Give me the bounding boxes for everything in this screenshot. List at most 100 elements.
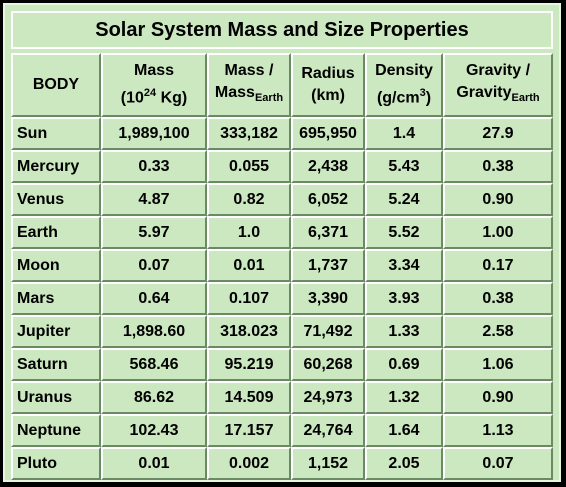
cell-density: 1.4	[365, 117, 443, 150]
header-body: BODY	[11, 53, 101, 117]
cell-density: 2.05	[365, 447, 443, 480]
cell-mass-ratio: 14.509	[207, 381, 291, 414]
table-row: Saturn 568.46 95.219 60,268 0.69 1.06	[11, 348, 553, 381]
table-row: Sun 1,989,100 333,182 695,950 1.4 27.9	[11, 117, 553, 150]
header-mass: Mass (1024 Kg)	[101, 53, 207, 117]
cell-body: Mercury	[11, 150, 101, 183]
header-density: Density (g/cm3)	[365, 53, 443, 117]
cell-gravity: 0.90	[443, 183, 553, 216]
cell-body: Neptune	[11, 414, 101, 447]
cell-radius: 1,737	[291, 249, 365, 282]
cell-radius: 60,268	[291, 348, 365, 381]
cell-body: Jupiter	[11, 315, 101, 348]
table-row: Uranus 86.62 14.509 24,973 1.32 0.90	[11, 381, 553, 414]
cell-mass: 0.33	[101, 150, 207, 183]
cell-mass: 5.97	[101, 216, 207, 249]
cell-density: 5.52	[365, 216, 443, 249]
header-mass-ratio-line1: Mass /	[224, 62, 274, 80]
cell-gravity: 0.38	[443, 282, 553, 315]
cell-body: Uranus	[11, 381, 101, 414]
table-row: Neptune 102.43 17.157 24,764 1.64 1.13	[11, 414, 553, 447]
cell-mass: 0.01	[101, 447, 207, 480]
table-row: Pluto 0.01 0.002 1,152 2.05 0.07	[11, 447, 553, 480]
header-gravity: Gravity / GravityEarth	[443, 53, 553, 117]
cell-density: 3.34	[365, 249, 443, 282]
properties-table: BODY Mass (1024 Kg) Mass / MassEarth Rad…	[11, 53, 553, 480]
header-density-pre: (g/cm	[376, 89, 420, 107]
header-gravity-line2: GravityEarth	[449, 82, 547, 109]
cell-gravity: 0.07	[443, 447, 553, 480]
cell-density: 1.33	[365, 315, 443, 348]
cell-radius: 6,371	[291, 216, 365, 249]
cell-density: 5.24	[365, 183, 443, 216]
header-density-line1: Density	[375, 62, 433, 80]
header-radius: Radius (km)	[291, 53, 365, 117]
cell-mass-ratio: 0.107	[207, 282, 291, 315]
cell-gravity: 0.90	[443, 381, 553, 414]
table-frame: Solar System Mass and Size Properties BO…	[3, 3, 561, 482]
header-density-post: )	[425, 89, 432, 107]
cell-gravity: 1.13	[443, 414, 553, 447]
cell-mass: 1,898.60	[101, 315, 207, 348]
header-density-sup: 3	[419, 87, 426, 100]
cell-density: 5.43	[365, 150, 443, 183]
cell-mass: 568.46	[101, 348, 207, 381]
table-row: Venus 4.87 0.82 6,052 5.24 0.90	[11, 183, 553, 216]
header-mass-sup: 24	[143, 87, 157, 100]
cell-mass-ratio: 0.002	[207, 447, 291, 480]
cell-density: 1.32	[365, 381, 443, 414]
cell-body: Saturn	[11, 348, 101, 381]
header-mass-pre: (10	[120, 89, 144, 107]
cell-density: 1.64	[365, 414, 443, 447]
cell-body: Earth	[11, 216, 101, 249]
header-mass-ratio-pre: Mass	[214, 84, 255, 102]
cell-gravity: 1.00	[443, 216, 553, 249]
cell-mass-ratio: 95.219	[207, 348, 291, 381]
cell-mass-ratio: 0.01	[207, 249, 291, 282]
header-mass-ratio: Mass / MassEarth	[207, 53, 291, 117]
header-mass-ratio-sub: Earth	[254, 92, 284, 105]
cell-mass-ratio: 0.055	[207, 150, 291, 183]
cell-radius: 1,152	[291, 447, 365, 480]
table-row: Mercury 0.33 0.055 2,438 5.43 0.38	[11, 150, 553, 183]
cell-gravity: 1.06	[443, 348, 553, 381]
cell-density: 3.93	[365, 282, 443, 315]
header-row: BODY Mass (1024 Kg) Mass / MassEarth Rad…	[11, 53, 553, 117]
header-gravity-sub: Earth	[511, 92, 540, 105]
cell-mass-ratio: 17.157	[207, 414, 291, 447]
cell-radius: 24,973	[291, 381, 365, 414]
cell-mass: 4.87	[101, 183, 207, 216]
cell-mass: 1,989,100	[101, 117, 207, 150]
table-title: Solar System Mass and Size Properties	[11, 11, 553, 49]
cell-radius: 6,052	[291, 183, 365, 216]
cell-mass: 102.43	[101, 414, 207, 447]
header-mass-line1: Mass	[133, 62, 175, 80]
cell-mass-ratio: 0.82	[207, 183, 291, 216]
header-mass-ratio-line2: MassEarth	[213, 82, 285, 109]
table-row: Earth 5.97 1.0 6,371 5.52 1.00	[11, 216, 553, 249]
cell-gravity: 27.9	[443, 117, 553, 150]
cell-radius: 24,764	[291, 414, 365, 447]
cell-radius: 695,950	[291, 117, 365, 150]
table-row: Jupiter 1,898.60 318.023 71,492 1.33 2.5…	[11, 315, 553, 348]
cell-mass: 0.64	[101, 282, 207, 315]
header-gravity-pre: Gravity	[456, 84, 512, 102]
cell-radius: 2,438	[291, 150, 365, 183]
cell-body: Mars	[11, 282, 101, 315]
cell-mass-ratio: 333,182	[207, 117, 291, 150]
cell-radius: 3,390	[291, 282, 365, 315]
table-row: Moon 0.07 0.01 1,737 3.34 0.17	[11, 249, 553, 282]
cell-mass: 86.62	[101, 381, 207, 414]
cell-density: 0.69	[365, 348, 443, 381]
cell-body: Venus	[11, 183, 101, 216]
cell-body: Pluto	[11, 447, 101, 480]
cell-gravity: 0.38	[443, 150, 553, 183]
header-gravity-line1: Gravity /	[465, 62, 531, 80]
cell-body: Sun	[11, 117, 101, 150]
cell-body: Moon	[11, 249, 101, 282]
header-mass-line2: (1024 Kg)	[107, 82, 201, 109]
cell-mass: 0.07	[101, 249, 207, 282]
cell-mass-ratio: 318.023	[207, 315, 291, 348]
header-density-line2: (g/cm3)	[371, 82, 437, 109]
table-row: Mars 0.64 0.107 3,390 3.93 0.38	[11, 282, 553, 315]
